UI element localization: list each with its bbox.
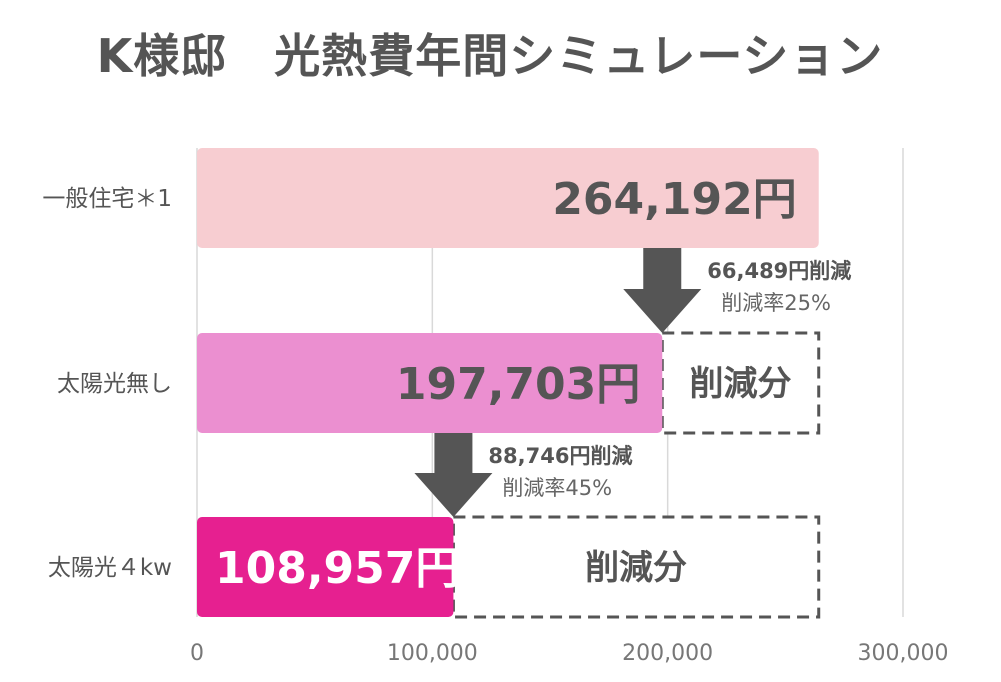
x-tick-label-3: 300,000 [858,641,949,666]
saving-box-label-1: 削減分 [585,548,687,588]
saving-amount-label-1: 88,746円削減 [488,444,632,468]
bar-0 [197,148,819,248]
saving-box-0 [660,331,821,435]
bar-value-label-2: 108,957円 [215,543,459,594]
bars [197,148,819,617]
category-label-1: 太陽光無し [57,371,172,397]
saving-box-label-0: 削減分 [689,364,791,404]
x-tick-label-0: 0 [190,641,204,666]
down-arrow-1 [414,433,493,517]
chart-title: K様邸 光熱費年間シミュレーション [96,29,884,83]
x-tick-label-2: 200,000 [622,641,713,666]
saving-box-1 [451,515,821,619]
bar-1 [197,333,663,433]
arrows [414,248,702,517]
x-tick-label-1: 100,000 [387,641,478,666]
category-label-2: 太陽光４kw [48,555,172,581]
category-label-0: 一般住宅＊1 [42,186,172,212]
saving-rate-label-1: 削減率45% [502,476,612,500]
saving-boxes [451,331,821,619]
saving-rate-label-0: 削減率25% [721,291,831,315]
down-arrow-0 [623,248,702,333]
bar-value-label-0: 264,192円 [552,174,796,225]
bar-value-label-1: 197,703円 [396,359,640,410]
bar-2 [197,517,454,617]
saving-amount-label-0: 66,489円削減 [707,259,851,283]
